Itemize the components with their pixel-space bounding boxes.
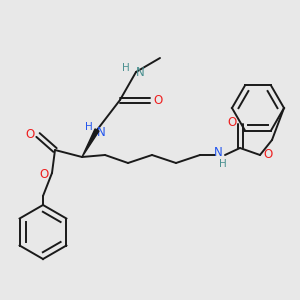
Text: H: H — [122, 63, 130, 73]
Text: N: N — [136, 65, 144, 79]
Text: H: H — [219, 159, 227, 169]
Text: O: O — [39, 169, 49, 182]
Text: O: O — [26, 128, 34, 142]
Text: O: O — [153, 94, 163, 106]
Text: H: H — [85, 122, 93, 132]
Text: O: O — [227, 116, 237, 128]
Text: N: N — [214, 146, 222, 160]
Polygon shape — [82, 129, 99, 157]
Text: N: N — [97, 125, 105, 139]
Text: O: O — [263, 148, 273, 161]
